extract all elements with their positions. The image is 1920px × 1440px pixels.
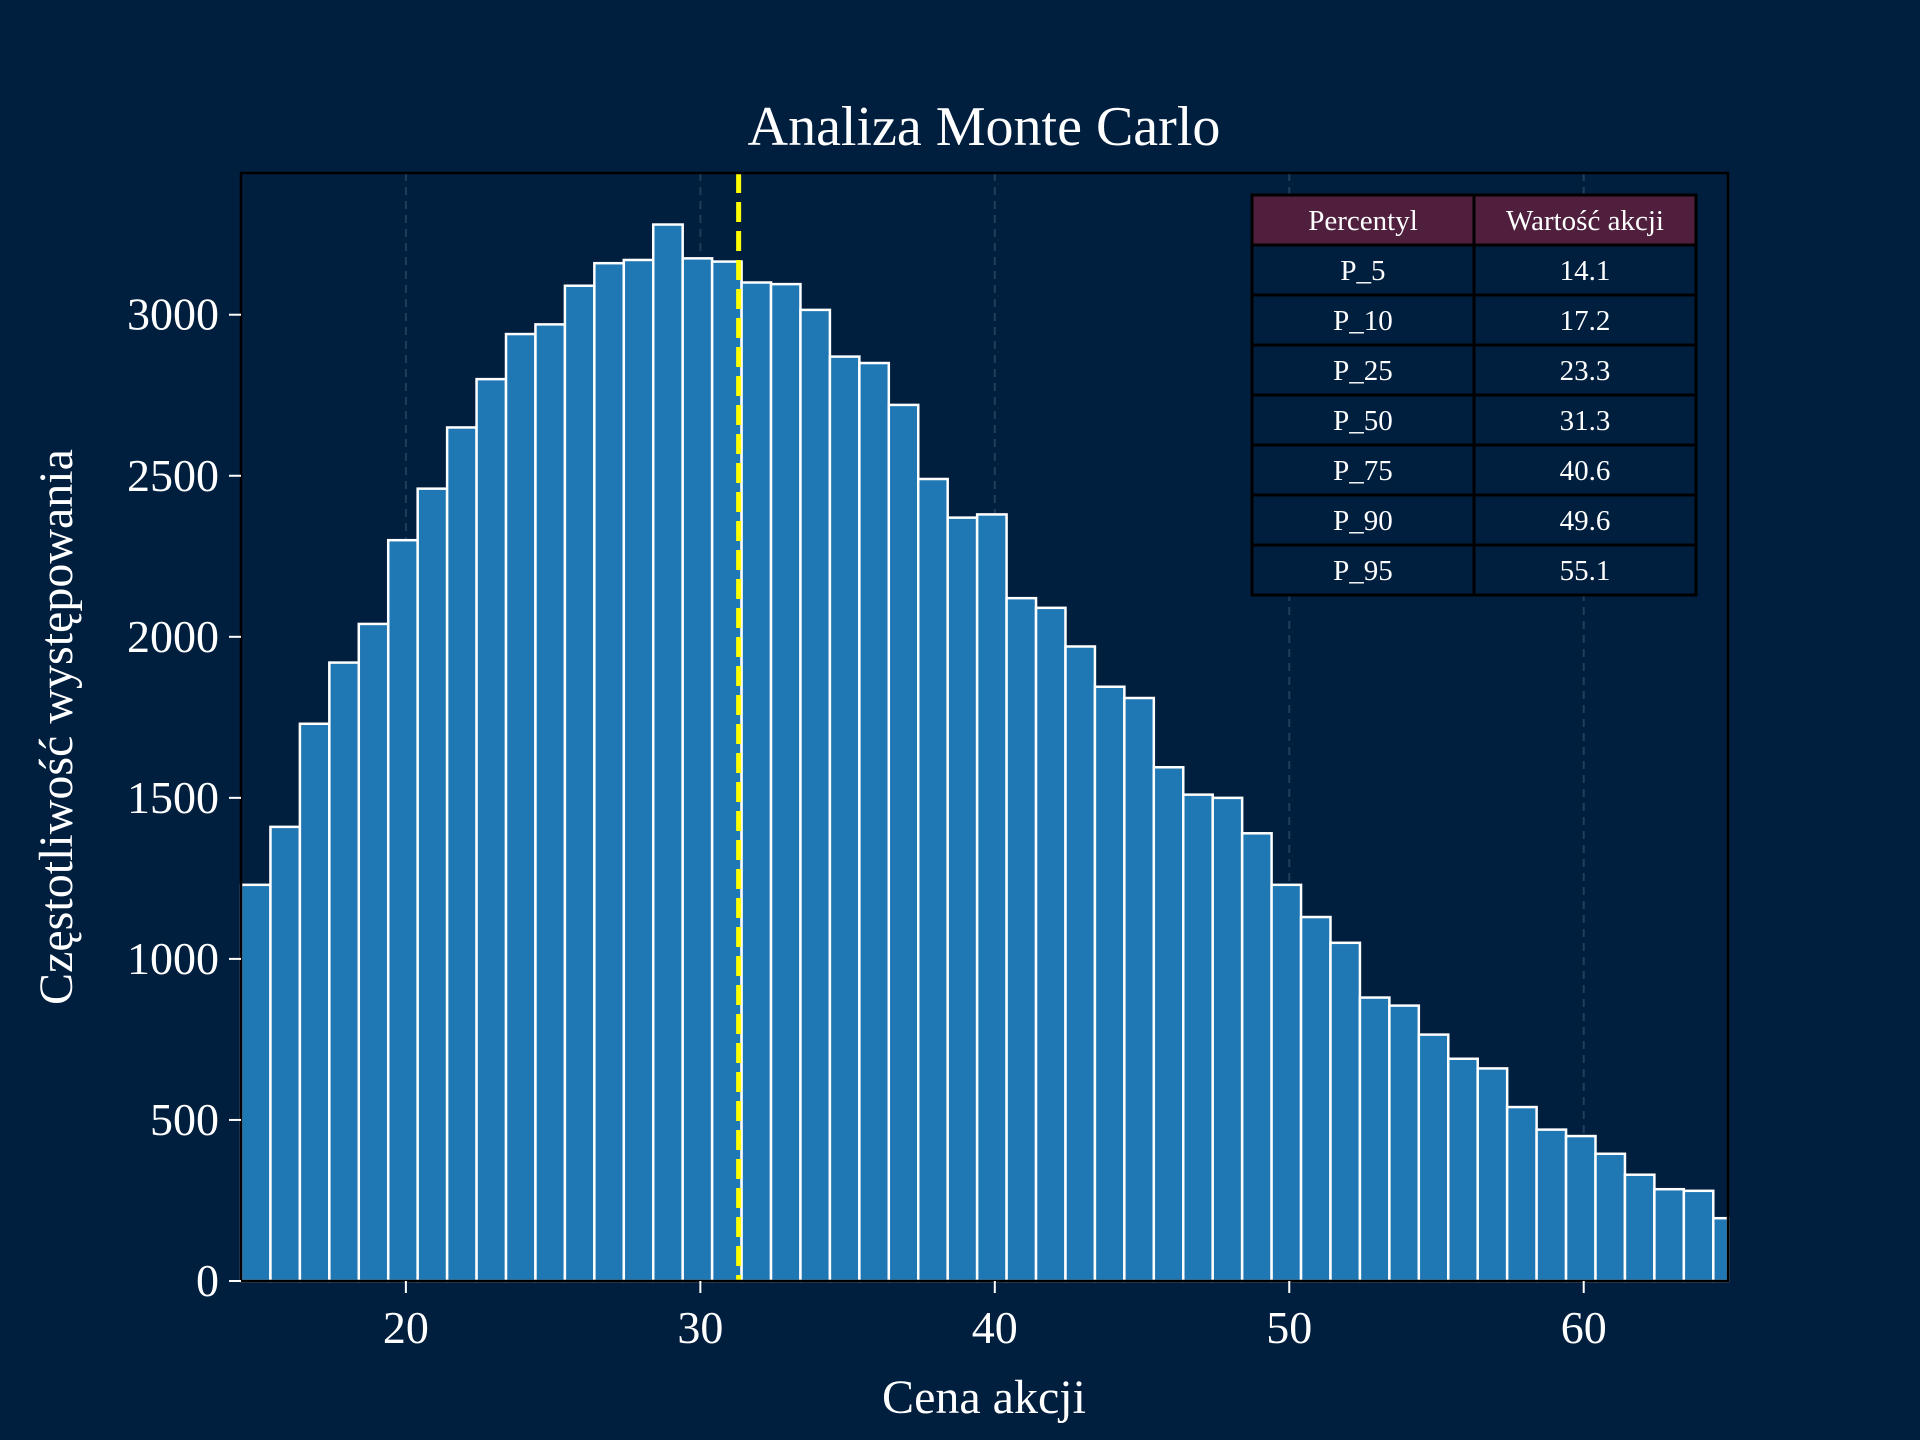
- histogram-bar: [534, 323, 567, 1283]
- table-header-text: Wartość akcji: [1506, 205, 1664, 237]
- histogram-bar: [858, 361, 891, 1283]
- histogram-bar: [1034, 606, 1067, 1283]
- x-tick-label: 20: [383, 1302, 429, 1353]
- histogram-bar: [769, 282, 802, 1283]
- table-cell-text: P_50: [1333, 405, 1393, 437]
- histogram-bar: [1623, 1173, 1656, 1283]
- table-cell: [1472, 443, 1698, 497]
- histogram-bar: [651, 223, 684, 1283]
- histogram-bar: [1682, 1189, 1715, 1283]
- y-tick-label: 1000: [127, 933, 219, 984]
- x-tick-label: 60: [1561, 1302, 1607, 1353]
- histogram-bar: [799, 308, 832, 1283]
- table-cell-text: P_95: [1333, 555, 1393, 587]
- y-tick-label: 2000: [127, 611, 219, 662]
- table-cell-text: 14.1: [1560, 255, 1611, 287]
- x-tick-label: 50: [1266, 1302, 1312, 1353]
- histogram-bar: [1476, 1067, 1509, 1283]
- histogram-bar: [445, 426, 478, 1283]
- histogram-bar: [740, 281, 773, 1283]
- histogram-bar: [1093, 685, 1126, 1283]
- table-cell: [1472, 493, 1698, 547]
- table-cell-text: 23.3: [1560, 355, 1611, 387]
- y-tick-label: 500: [150, 1094, 219, 1145]
- histogram-bar: [475, 377, 508, 1283]
- table-cell-text: P_75: [1333, 455, 1393, 487]
- y-axis-ticks: 0 500 1000 1500 2000 2500 3000: [127, 289, 241, 1306]
- histogram-bar: [1329, 941, 1362, 1283]
- histogram-bar: [298, 722, 331, 1283]
- y-tick-label: 2500: [127, 450, 219, 501]
- histogram-bar: [1358, 996, 1391, 1283]
- histogram-bar: [1270, 883, 1303, 1283]
- y-tick-label: 0: [196, 1255, 219, 1306]
- histogram-bar: [1388, 1004, 1421, 1283]
- table-cell: [1472, 293, 1698, 347]
- y-axis-label: Częstotliwość występowania: [30, 449, 83, 1005]
- table-cell-text: P_5: [1340, 255, 1385, 287]
- table-cell: [1472, 243, 1698, 297]
- histogram-bar: [1417, 1033, 1450, 1283]
- table-cell-text: 49.6: [1560, 505, 1611, 537]
- histogram-bar: [386, 538, 419, 1283]
- histogram-bar: [1447, 1057, 1479, 1283]
- histogram-bar: [328, 661, 361, 1283]
- histogram-bar: [681, 257, 714, 1283]
- table-header-cell: [1250, 193, 1476, 247]
- histogram-bar: [1240, 832, 1273, 1283]
- histogram-bar: [1564, 1134, 1597, 1283]
- y-tick-label: 3000: [127, 289, 219, 340]
- table-header-cell: [1472, 193, 1698, 247]
- histogram-bar: [416, 487, 449, 1283]
- table-header-text: Percentyl: [1308, 205, 1418, 237]
- histogram-bar: [1182, 793, 1214, 1283]
- histogram-bar: [916, 477, 949, 1283]
- histogram-bar: [1064, 645, 1097, 1283]
- histogram-bar: [1152, 766, 1185, 1283]
- histogram-bar: [1535, 1128, 1568, 1283]
- table-cell-text: P_25: [1333, 355, 1393, 387]
- histogram-bar: [975, 513, 1008, 1283]
- plot-frame: [239, 171, 1730, 1283]
- histogram-bar: [1712, 1216, 1730, 1283]
- histogram-bar: [593, 261, 626, 1283]
- histogram-bar: [1505, 1105, 1538, 1283]
- table-cell-text: 40.6: [1560, 455, 1611, 487]
- histogram-bar: [1653, 1187, 1686, 1283]
- histogram-bar: [504, 332, 537, 1283]
- chart-title: Analiza Monte Carlo: [748, 96, 1221, 158]
- histogram-bars: [239, 223, 1730, 1283]
- table-cell-text: 31.3: [1560, 405, 1611, 437]
- histogram-bar: [946, 516, 979, 1283]
- histogram-bar: [357, 622, 390, 1283]
- table-cell-text: P_10: [1333, 305, 1393, 337]
- x-axis-label: Cena akcji: [882, 1371, 1086, 1424]
- histogram-bar: [269, 825, 302, 1283]
- x-axis-ticks: 20 30 40 50 60: [383, 1281, 1607, 1353]
- table-cell: [1472, 393, 1698, 447]
- histogram-bar: [1211, 796, 1244, 1283]
- table-cell-text: 55.1: [1560, 555, 1611, 587]
- histogram-bar: [1299, 915, 1332, 1283]
- table-cell-text: P_90: [1333, 505, 1393, 537]
- percentile-table: Percentyl Wartość akcji P_5 14.1 P_10 17.2 P_2…: [1250, 193, 1698, 597]
- histogram-bar: [239, 883, 272, 1283]
- y-tick-label: 1500: [127, 772, 219, 823]
- histogram-bar: [828, 355, 861, 1283]
- histogram-bar: [887, 403, 920, 1283]
- x-tick-label: 40: [972, 1302, 1018, 1353]
- table-cell: [1472, 543, 1698, 597]
- histogram-bar: [622, 258, 655, 1283]
- table-cell-text: 17.2: [1560, 305, 1611, 337]
- histogram-bar: [1594, 1152, 1627, 1283]
- histogram-bar: [563, 284, 596, 1283]
- histogram-bar: [1123, 696, 1156, 1283]
- x-tick-label: 30: [677, 1302, 723, 1353]
- histogram-bar: [1005, 596, 1038, 1283]
